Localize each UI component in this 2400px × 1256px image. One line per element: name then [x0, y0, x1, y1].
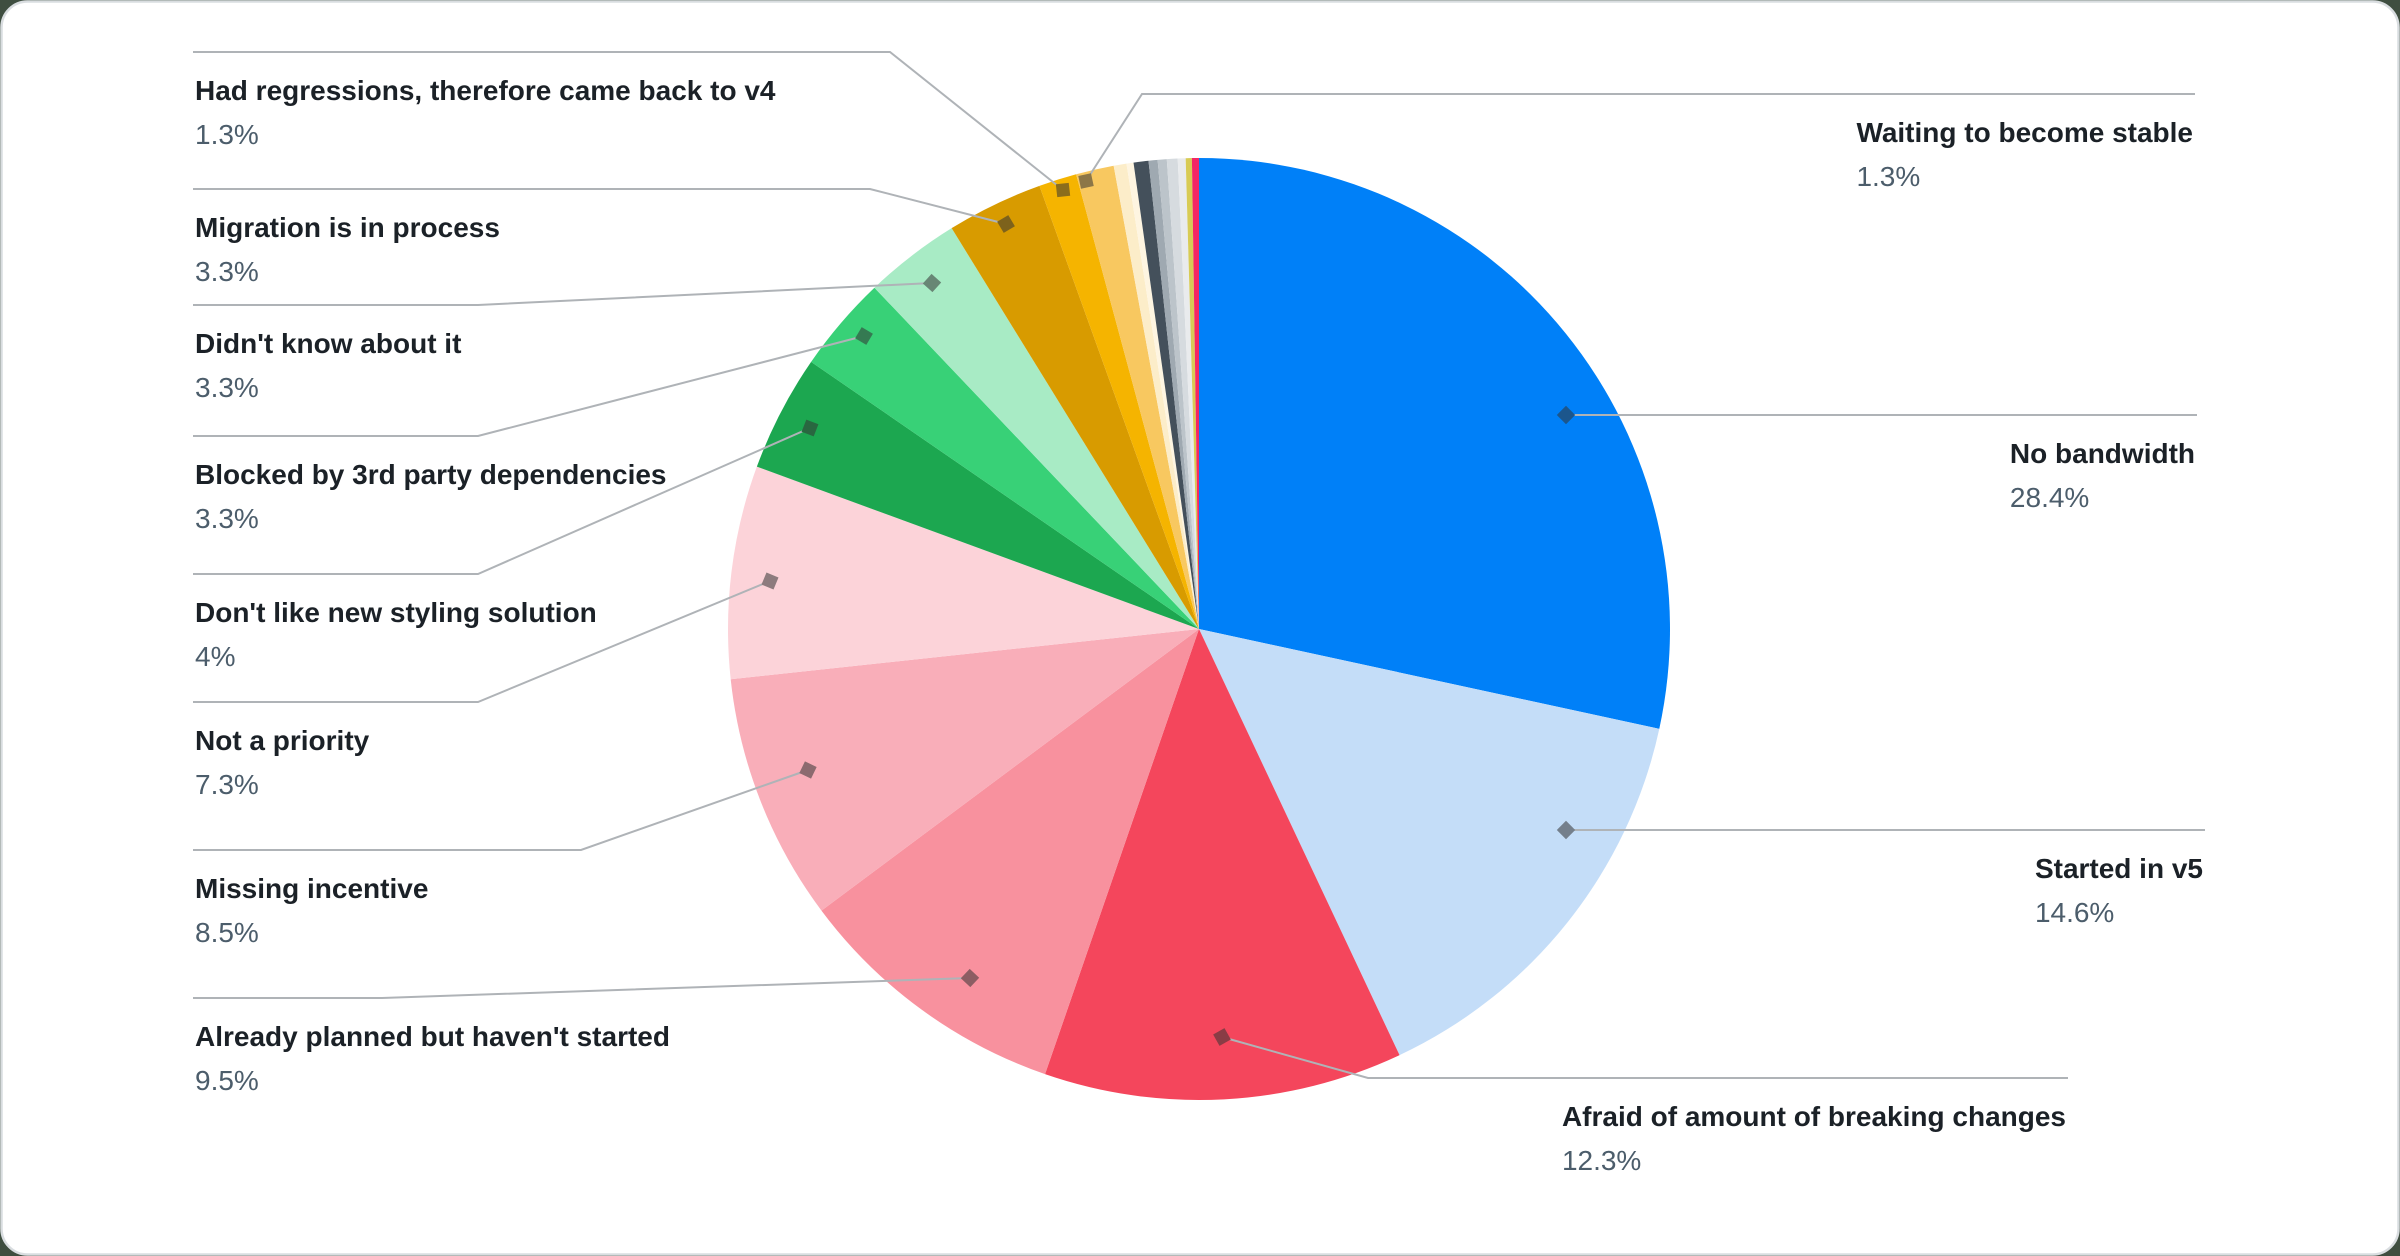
pie-slice-small-19[interactable] [1185, 158, 1199, 630]
leader-line [193, 188, 1007, 225]
pie-slice-missing-incentive[interactable] [730, 629, 1199, 911]
slice-percent: 28.4% [2010, 482, 2089, 513]
pie-slice-small-12[interactable] [1113, 163, 1199, 629]
pie-slice-no-bandwidth[interactable] [1199, 158, 1670, 729]
pie-slice-small-18[interactable] [1177, 158, 1199, 629]
slice-percent: 4% [195, 641, 235, 672]
slice-percent: 8.5% [195, 917, 259, 948]
slice-percent: 1.3% [1856, 161, 1920, 192]
leader-line [193, 769, 809, 851]
leader-lines [193, 51, 2205, 1079]
pie-slice-had-regressions-therefore-came-back-to-v4[interactable] [1039, 174, 1199, 629]
slice-label: Already planned but haven't started [195, 1021, 670, 1052]
slice-percent: 12.3% [1562, 1145, 1641, 1176]
leader-line [193, 427, 811, 575]
slice-percent: 9.5% [195, 1065, 259, 1096]
slice-marker-dot [1213, 1028, 1231, 1046]
pie-slices [727, 157, 1670, 1100]
slice-marker-dot [855, 327, 873, 345]
slice-percent: 7.3% [195, 769, 259, 800]
leader-line [193, 977, 971, 999]
pie-slice-afraid-of-amount-of-breaking-changes[interactable] [1045, 629, 1400, 1100]
slice-marker-dot [1078, 173, 1094, 189]
pie-slice-already-planned-but-haven-t-started[interactable] [821, 629, 1199, 1075]
slice-label: Didn't know about it [195, 328, 461, 359]
slice-marker-dot [1055, 182, 1071, 198]
slice-marker-dot [801, 419, 819, 437]
slice-percent: 3.3% [195, 372, 259, 403]
pie-slice-not-a-priority[interactable] [727, 466, 1199, 680]
pie-slice-small-14[interactable] [1133, 160, 1199, 629]
leader-line [1085, 93, 2195, 182]
slice-label: Don't like new styling solution [195, 597, 597, 628]
slice-label: Started in v5 [2035, 853, 2203, 884]
leader-line [193, 580, 771, 703]
leader-line [193, 51, 1064, 191]
slice-label: Blocked by 3rd party dependencies [195, 459, 667, 490]
slice-marker-dot [1556, 820, 1576, 840]
slice-label: Waiting to become stable [1856, 117, 2193, 148]
slice-label: Afraid of amount of breaking changes [1562, 1101, 2066, 1132]
pie-slice-started-in-v5[interactable] [1199, 629, 1660, 1056]
pie-slice-don-t-like-new-styling-solution[interactable] [756, 361, 1199, 629]
slice-percent: 14.6% [2035, 897, 2114, 928]
pie-slice-small-15[interactable] [1148, 159, 1199, 629]
pie-slice-blocked-by-3rd-party-dependencies[interactable] [811, 287, 1199, 629]
slice-marker-dot [761, 572, 779, 590]
leader-line [1221, 1036, 2068, 1079]
pie-slice-didn-t-know-about-it[interactable] [874, 228, 1199, 629]
pie-slice-small-16[interactable] [1157, 159, 1199, 629]
leader-line [193, 282, 933, 306]
pie-slice-small-13[interactable] [1126, 162, 1199, 629]
slice-label: Migration is in process [195, 212, 500, 243]
slice-percent: 3.3% [195, 256, 259, 287]
slice-label: Missing incentive [195, 873, 428, 904]
slice-percent: 3.3% [195, 503, 259, 534]
pie-slice-migration-is-in-process[interactable] [951, 185, 1199, 629]
slice-labels: No bandwidth 28.4% Started in v5 14.6% Afrai… [195, 75, 2203, 1176]
slice-marker-dot [997, 215, 1015, 233]
slice-marker-dot [922, 273, 942, 293]
pie-slice-small-17[interactable] [1166, 158, 1199, 630]
slice-label: Not a priority [195, 725, 370, 756]
slice-marker-dot [960, 968, 980, 988]
slice-marker-dot [1556, 405, 1576, 425]
pie-slice-small-20[interactable] [1191, 157, 1199, 629]
leader-line [193, 335, 865, 437]
slice-label: Had regressions, therefore came back to … [195, 75, 776, 106]
slice-percent: 1.3% [195, 119, 259, 150]
slice-marker-dot [799, 761, 817, 779]
slice-label: No bandwidth [2010, 438, 2195, 469]
pie-slice-waiting-to-become-stable[interactable] [1076, 165, 1199, 630]
